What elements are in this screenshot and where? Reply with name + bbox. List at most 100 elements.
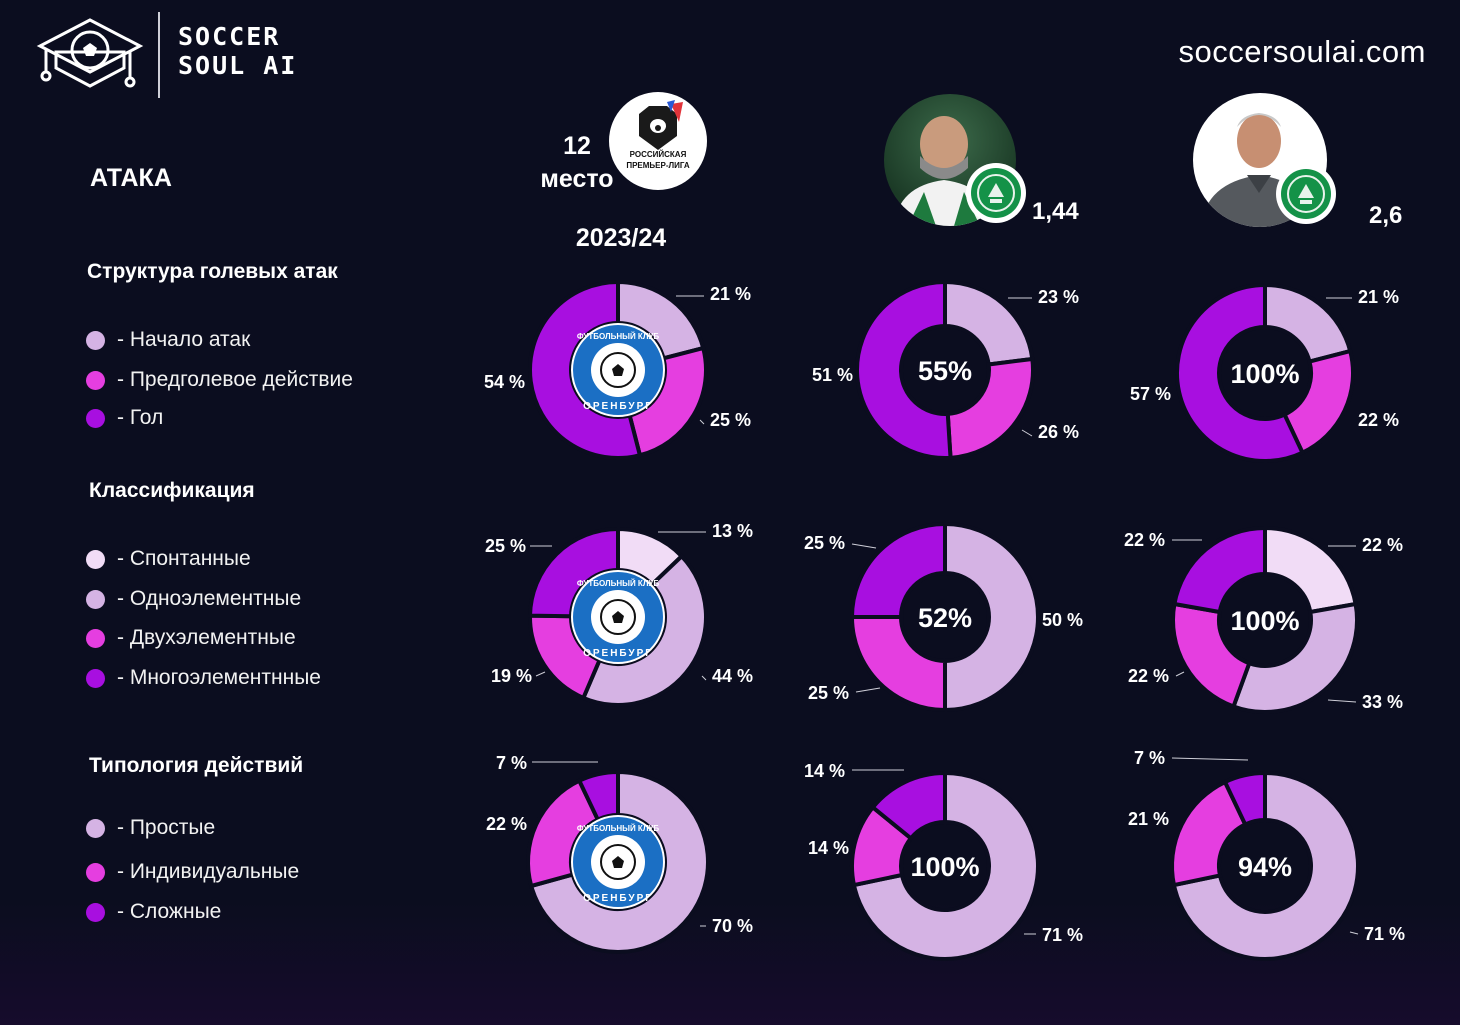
legend-swatch: [86, 370, 105, 390]
legend-label: - Гол: [117, 406, 164, 429]
donut-slice: [1230, 601, 1359, 714]
akhmat-badge-icon: [1281, 169, 1331, 219]
legend-typology-title: Типология действий: [89, 754, 304, 777]
donut-slice: [1263, 525, 1358, 615]
legend-classification-item: - Многоэлементнные: [86, 666, 321, 690]
slice-label: 21 %: [1358, 287, 1399, 307]
legend-structure-item: - Гол: [86, 406, 163, 430]
label-leader-line: [535, 671, 546, 677]
slice-label: 71 %: [1042, 925, 1083, 945]
donut-chart: 71 % 21 % 7 % 94%: [1128, 748, 1405, 961]
slice-label: 57 %: [1130, 384, 1171, 404]
slice-label: 23 %: [1038, 287, 1079, 307]
label-leader-line: [855, 687, 881, 693]
section-title: АТАКА: [90, 164, 172, 192]
legend-typology-item: - Сложные: [86, 900, 221, 924]
legend-classification-title: Классификация: [89, 479, 255, 502]
label-leader-line: [699, 419, 705, 425]
center-percentage: 52%: [918, 603, 972, 633]
legend-label: - Индивидуальные: [117, 860, 300, 883]
slice-label: 54 %: [484, 372, 525, 392]
legend-swatch: [86, 549, 105, 569]
slice-label: 26 %: [1038, 422, 1079, 442]
legend-swatch: [86, 862, 105, 882]
donut-slice: [1171, 601, 1252, 710]
slice-label: 21 %: [710, 284, 751, 304]
donut-chart: 50 % 25 % 25 % 52%: [804, 521, 1083, 713]
badge-title: ФУТБОЛЬНЫЙ КЛУБ: [577, 332, 660, 341]
donut-slice: [943, 279, 1035, 367]
donut-chart: 21 % 22 % 57 % 100%: [1130, 282, 1399, 463]
badge-ball-patch: [612, 364, 624, 376]
donut-slice: [870, 770, 947, 842]
brand-logo: [34, 16, 146, 92]
label-leader-line: [1171, 757, 1249, 761]
legend-swatch: [86, 628, 105, 648]
badge-title: ФУТБОЛЬНЫЙ КЛУБ: [577, 579, 660, 588]
slice-label: 22 %: [1362, 535, 1403, 555]
legend-label: - Одноэлементные: [117, 587, 302, 610]
label-leader-line: [701, 675, 707, 681]
legend-structure-item: - Начало атак: [86, 328, 250, 352]
center-percentage: 100%: [910, 852, 979, 882]
donut-slice: [1172, 525, 1267, 615]
legend-swatch: [86, 589, 105, 609]
center-percentage: 94%: [1238, 852, 1292, 882]
slice-label: 51 %: [812, 365, 853, 385]
season-label: 2023/24: [575, 224, 667, 252]
donut-slice: [849, 521, 947, 619]
donut-slice: [1263, 282, 1353, 364]
donut-slice: [943, 521, 1040, 713]
slice-label: 44 %: [712, 666, 753, 686]
site-url[interactable]: soccersoulai.com: [1178, 34, 1426, 69]
slice-label: 33 %: [1362, 692, 1403, 712]
badge-city: ОРЕНБУРГ: [583, 893, 653, 904]
center-percentage: 100%: [1230, 359, 1299, 389]
label-leader-line: [1021, 429, 1033, 437]
label-leader-line: [1175, 671, 1185, 677]
center-percentage: 55%: [918, 356, 972, 386]
legend-structure-item: - Предголевое действие: [86, 368, 353, 392]
donut-slice: [1171, 770, 1360, 961]
legend-label: - Спонтанные: [117, 547, 251, 570]
legend-label: - Сложные: [117, 900, 222, 923]
legend-structure-title: Структура голевых атак: [87, 260, 338, 283]
brand-name: SOCCER SOUL AI: [178, 22, 297, 80]
coach1-coefficient: 1,44: [1032, 198, 1079, 225]
slice-label: 7 %: [1134, 748, 1165, 768]
donut-slice: [1222, 770, 1267, 828]
label-leader-line: [1327, 699, 1357, 703]
orenburg-badge-icon: ФУТБОЛЬНЫЙ КЛУБ ОРЕНБУРГ: [571, 570, 665, 664]
slice-label: 25 %: [485, 536, 526, 556]
donut-slice: [855, 279, 953, 460]
league-logo-line2: ПРЕМЬЕР-ЛИГА: [626, 161, 690, 170]
legend-classification-item: - Одноэлементные: [86, 587, 301, 611]
league-place-word: место: [540, 165, 614, 193]
legend-classification-item: - Спонтанные: [86, 547, 251, 571]
coach2-coefficient: 2,6: [1369, 202, 1403, 229]
badge-city: ОРЕНБУРГ: [583, 648, 653, 659]
brand-name-line1: SOCCER: [178, 22, 281, 51]
donut-slice: [945, 356, 1035, 460]
league-logo-line1: РОССИЙСКАЯ: [629, 150, 687, 159]
slice-label: 22 %: [1124, 530, 1165, 550]
slice-label: 22 %: [1358, 410, 1399, 430]
coach1-club-badge: [966, 163, 1026, 223]
badge-city: ОРЕНБУРГ: [583, 401, 653, 412]
badge-ball-patch: [612, 856, 624, 868]
slice-label: 7 %: [496, 753, 527, 773]
slice-label: 13 %: [712, 521, 753, 541]
slice-label: 25 %: [804, 533, 845, 553]
slice-label: 14 %: [808, 838, 849, 858]
coach2-club-badge: [1276, 164, 1336, 224]
center-percentage: 100%: [1230, 606, 1299, 636]
donut-chart: 21 % 25 % 54 % ФУТБОЛЬНЫЙ КЛУБ ОРЕНБУРГ: [484, 279, 751, 460]
league-bear-icon: [639, 100, 683, 150]
donut-chart: 22 % 33 % 22 % 22 % 100%: [1124, 525, 1403, 714]
legend-label: - Двухэлементные: [117, 626, 296, 649]
label-leader-line: [1349, 931, 1359, 935]
slice-label: 70 %: [712, 916, 753, 936]
donut-chart: 23 % 26 % 51 % 55%: [812, 279, 1079, 460]
legend-label: - Начало атак: [117, 328, 251, 351]
